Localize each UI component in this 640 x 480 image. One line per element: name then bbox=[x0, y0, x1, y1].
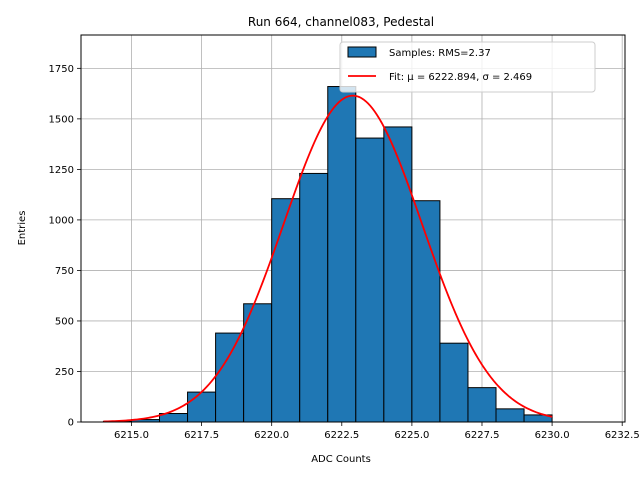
x-axis-title: ADC Counts bbox=[311, 454, 371, 465]
fit-curve bbox=[103, 94, 553, 423]
x-axis-ticks: 6215.0 6217.5 6220.0 6222.5 6225.0 6227.5 6230… bbox=[114, 422, 640, 441]
plot-frame bbox=[80, 34, 626, 423]
y-tick-label: 1500 bbox=[49, 114, 74, 125]
histogram-bar bbox=[215, 332, 245, 423]
legend: Samples: RMS=2.37 Fit: μ = 6222.894, σ =… bbox=[339, 41, 596, 93]
legend-box bbox=[339, 41, 596, 93]
histogram-bar bbox=[467, 387, 497, 423]
x-tick-label: 6225.0 bbox=[394, 430, 429, 441]
x-tick-label: 6227.5 bbox=[464, 430, 499, 441]
x-tick-label: 6222.5 bbox=[324, 430, 359, 441]
fit-curve-layer bbox=[103, 94, 553, 423]
x-tick-label: 6232.5 bbox=[605, 430, 640, 441]
histogram-bar bbox=[243, 303, 273, 423]
histogram-bar bbox=[271, 198, 301, 423]
histogram-bar bbox=[299, 172, 329, 423]
legend-label-fit: Fit: μ = 6222.894, σ = 2.469 bbox=[389, 72, 532, 83]
histogram-bar bbox=[495, 408, 525, 423]
histogram-bar bbox=[355, 137, 385, 423]
y-tick-label: 1250 bbox=[49, 165, 74, 176]
x-tick-label: 6230.0 bbox=[535, 430, 570, 441]
y-tick-label: 750 bbox=[55, 266, 74, 277]
histogram-bars bbox=[102, 86, 553, 423]
y-tick-label: 1750 bbox=[49, 64, 74, 75]
legend-label-samples: Samples: RMS=2.37 bbox=[389, 48, 491, 59]
chart-title: Run 664, channel083, Pedestal bbox=[248, 15, 434, 29]
y-tick-label: 0 bbox=[68, 418, 74, 429]
histogram-bar bbox=[383, 126, 413, 423]
y-tick-label: 500 bbox=[55, 316, 74, 327]
x-tick-label: 6220.0 bbox=[254, 430, 289, 441]
histogram-bar bbox=[187, 391, 217, 423]
legend-swatch-samples bbox=[347, 46, 377, 58]
x-tick-label: 6217.5 bbox=[184, 430, 219, 441]
x-tick-label: 6215.0 bbox=[114, 430, 149, 441]
y-tick-label: 250 bbox=[55, 367, 74, 378]
y-axis-title: Entries bbox=[17, 211, 28, 246]
y-axis-ticks: 0 250 500 750 1000 1250 1500 1750 bbox=[49, 64, 81, 429]
histogram-bar bbox=[439, 342, 469, 423]
y-tick-label: 1000 bbox=[49, 215, 74, 226]
histogram-bar bbox=[327, 86, 357, 423]
